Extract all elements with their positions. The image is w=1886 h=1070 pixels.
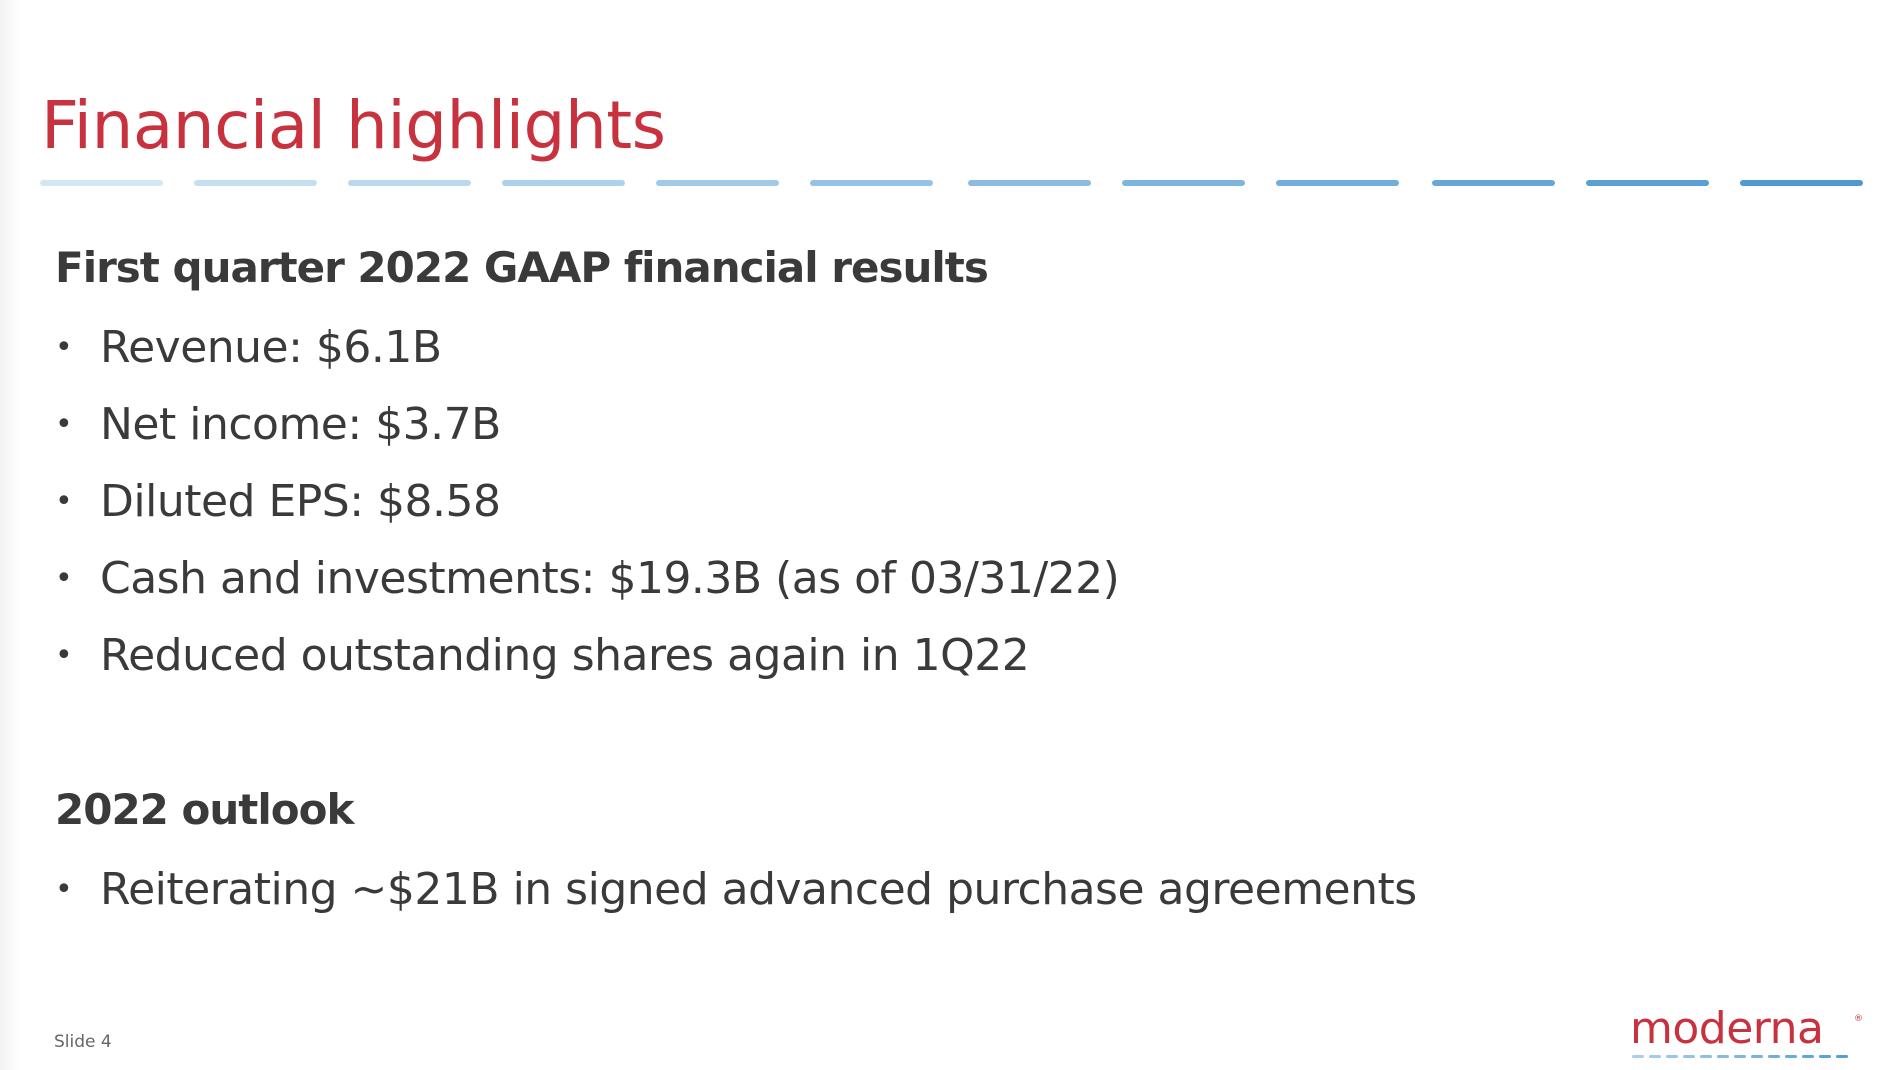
q1-results-list: • Revenue: $6.1B • Net income: $3.7B • D… [55, 309, 1120, 694]
bullet-icon: • [55, 407, 73, 442]
divider-dash [502, 180, 625, 186]
bullet-icon: • [55, 484, 73, 519]
list-item: • Reiterating ~$21B in signed advanced p… [55, 851, 1417, 928]
logo-trademark: ® [1854, 1014, 1863, 1024]
list-item-text: Reiterating ~$21B in signed advanced pur… [100, 864, 1417, 915]
divider-dash [968, 180, 1091, 186]
moderna-logo-graphic: moderna ® [1630, 1003, 1863, 1058]
divider-dash [810, 180, 933, 186]
slide-title: Financial highlights [41, 87, 666, 164]
divider-dash [348, 180, 471, 186]
moderna-logo: moderna ® [1630, 1003, 1870, 1061]
section-heading-outlook: 2022 outlook [55, 785, 354, 834]
list-item-text: Reduced outstanding shares again in 1Q22 [100, 630, 1030, 681]
bullet-icon: • [55, 638, 73, 673]
divider-dash [1432, 180, 1555, 186]
list-item-text: Cash and investments: $19.3B (as of 03/3… [100, 553, 1120, 604]
bullet-icon: • [55, 330, 73, 365]
bullet-icon: • [55, 561, 73, 596]
section-heading-q1-results: First quarter 2022 GAAP financial result… [55, 243, 989, 292]
list-item: • Cash and investments: $19.3B (as of 03… [55, 540, 1120, 617]
bullet-icon: • [55, 872, 73, 907]
list-item: • Net income: $3.7B [55, 386, 1119, 463]
divider-dash [1740, 180, 1863, 186]
divider-dash [1276, 180, 1399, 186]
divider-dash [1586, 180, 1709, 186]
list-item-text: Diluted EPS: $8.58 [100, 476, 501, 527]
list-item: • Diluted EPS: $8.58 [55, 463, 1119, 540]
title-divider [40, 180, 1865, 187]
list-item-text: Net income: $3.7B [100, 399, 501, 450]
divider-dash [40, 180, 163, 186]
divider-dash [656, 180, 779, 186]
slide-number: Slide 4 [54, 1032, 112, 1052]
divider-dash [1122, 180, 1245, 186]
divider-dash [194, 180, 317, 186]
logo-underline-dashes [1632, 1055, 1848, 1058]
list-item-text: Revenue: $6.1B [100, 322, 442, 373]
outlook-list: • Reiterating ~$21B in signed advanced p… [55, 851, 1417, 928]
list-item: • Revenue: $6.1B [55, 309, 1119, 386]
logo-wordmark: moderna [1630, 1003, 1823, 1054]
list-item: • Reduced outstanding shares again in 1Q… [55, 617, 1119, 694]
